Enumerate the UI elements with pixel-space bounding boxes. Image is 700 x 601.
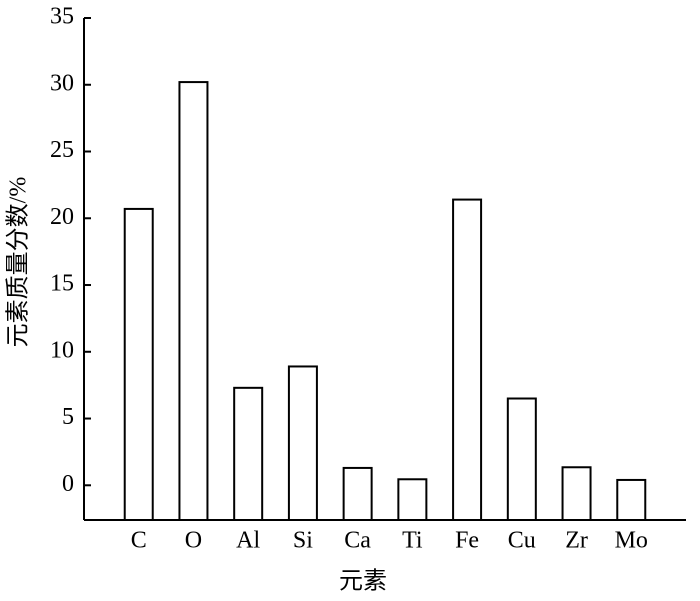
x-tick-label: Ca <box>344 528 371 554</box>
x-tick-label: Al <box>236 528 260 554</box>
x-tick-label: Ti <box>402 528 423 554</box>
bar <box>506 397 537 521</box>
bar <box>342 466 373 521</box>
x-tick-label: Cu <box>508 528 536 554</box>
x-tick-label: O <box>185 528 202 554</box>
y-tick-label: 30 <box>50 70 74 96</box>
bar <box>561 466 592 522</box>
y-tick-label: 5 <box>62 404 74 430</box>
x-tick-label: Mo <box>615 528 648 554</box>
y-tick-label: 0 <box>62 471 74 497</box>
bar <box>287 365 318 521</box>
x-tick-label: Zr <box>565 528 588 554</box>
bar <box>616 478 647 521</box>
bar <box>452 198 483 521</box>
y-tick-label: 35 <box>50 4 74 30</box>
bar <box>233 386 264 521</box>
y-tick-label: 20 <box>50 204 74 230</box>
x-tick-label: Fe <box>455 528 479 554</box>
y-tick-label: 15 <box>50 271 74 297</box>
bar <box>397 478 428 522</box>
y-tick-label: 25 <box>50 137 74 163</box>
x-axis-label: 元素 <box>339 568 387 595</box>
y-axis-label: 元素质量分数/% <box>5 177 32 348</box>
bar <box>123 207 154 521</box>
x-tick-label: C <box>131 528 147 554</box>
x-tick-label: Si <box>293 528 313 554</box>
bar <box>178 81 209 521</box>
y-tick-label: 10 <box>50 337 74 363</box>
